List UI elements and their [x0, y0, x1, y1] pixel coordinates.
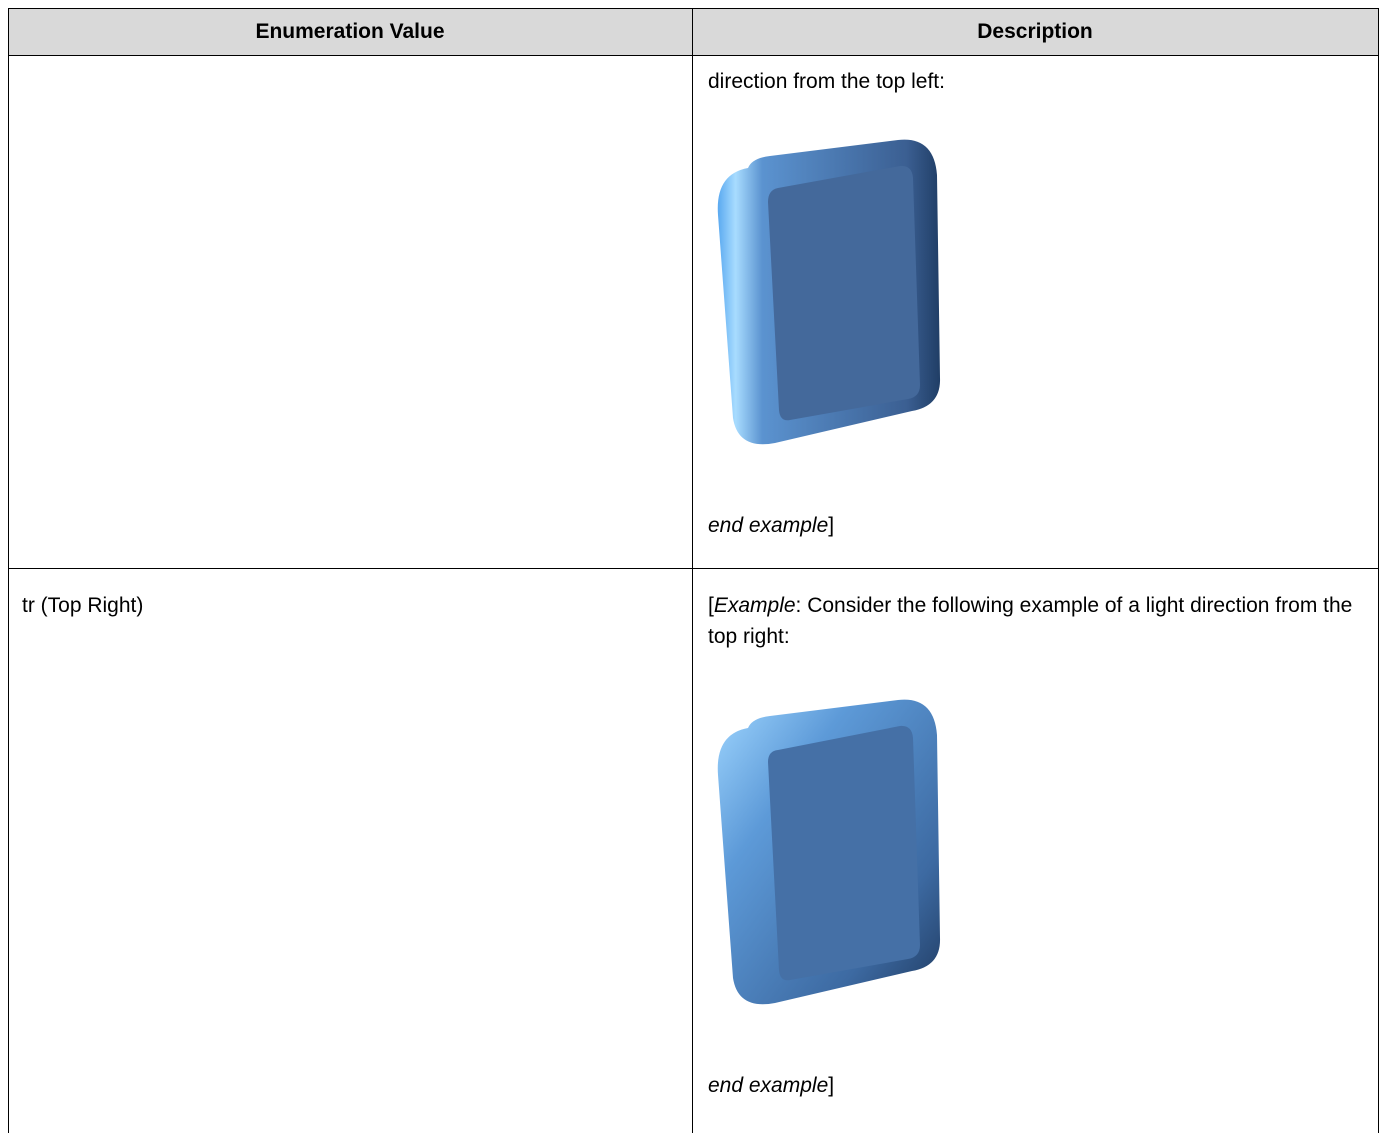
border: [692, 8, 693, 1133]
text: [: [708, 594, 714, 617]
border: [8, 8, 9, 1133]
shape-top-left-light: [717, 139, 941, 445]
italic-text: end example: [708, 514, 829, 537]
border: [1378, 8, 1379, 1133]
border: [8, 55, 1379, 56]
border: [8, 568, 1379, 569]
text: ]: [828, 514, 835, 537]
description-text: direction from the top left:: [708, 70, 945, 93]
border: [8, 8, 1379, 9]
header-cell: Description: [977, 20, 1093, 43]
enumeration-value: tr (Top Right): [22, 594, 144, 617]
italic-text: Example: [713, 594, 796, 617]
text: ]: [828, 1074, 835, 1097]
shape-top-right-light: [717, 699, 941, 1005]
description-end: end example]: [708, 1070, 834, 1101]
text: : Consider the following example of a li…: [708, 594, 1353, 648]
italic-text: end example: [708, 1074, 829, 1097]
description-end: end example]: [708, 510, 834, 541]
description-intro: [Example: Consider the following example…: [708, 590, 1368, 652]
header-background: [8, 8, 1378, 55]
header-cell: Enumeration Value: [255, 20, 445, 43]
